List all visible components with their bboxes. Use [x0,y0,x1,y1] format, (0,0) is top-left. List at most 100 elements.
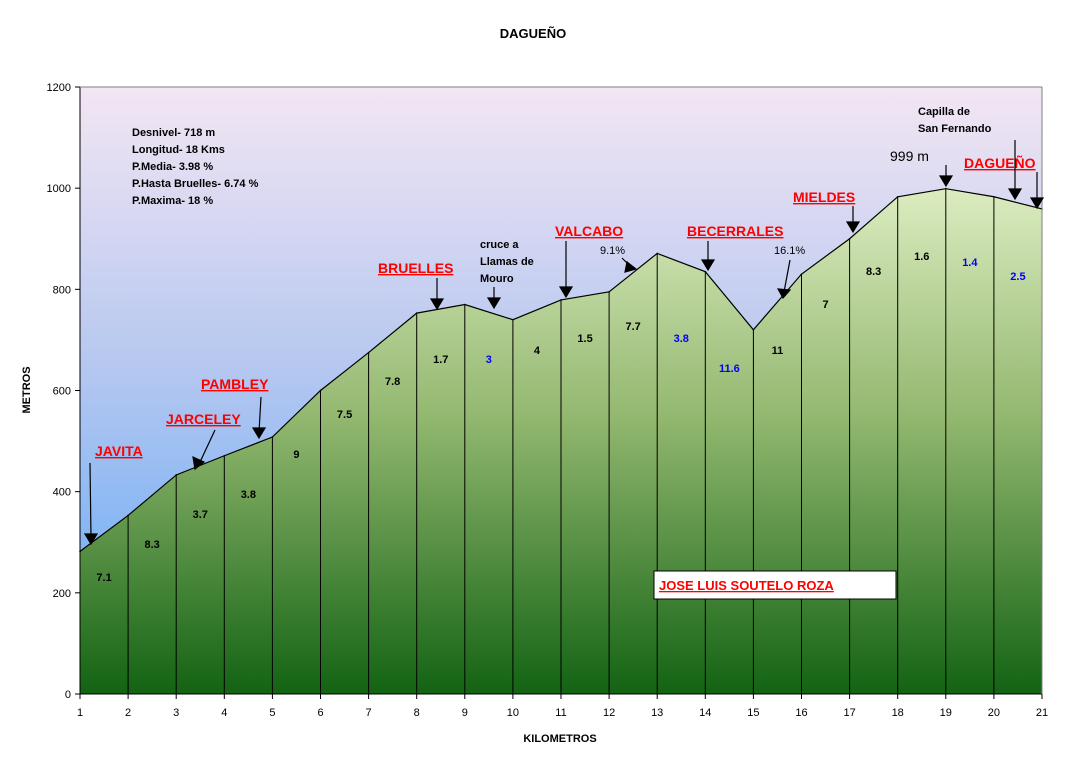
x-tick-label: 21 [1036,707,1048,719]
x-tick-label: 3 [173,707,179,719]
elevation-point [223,454,226,457]
y-tick-label: 1200 [47,82,71,94]
segment-grade-label: 1.4 [962,257,978,269]
note-capilla: Capilla de [918,106,970,118]
elevation-point [271,436,274,438]
x-tick-label: 6 [317,707,323,719]
place-label-dagueno: DAGUEÑO [964,154,1036,171]
elevation-point [848,237,851,240]
segment-grade-label: 8.3 [866,266,881,278]
segment-grade-label: 7.8 [385,376,400,388]
segment-grade-label: 7 [822,299,828,311]
segment-grade-label: 4 [534,345,541,357]
y-tick-label: 1000 [47,183,71,195]
route-info: Desnivel- 718 m Longitud- 18 Kms P.Media… [132,127,259,207]
y-tick-label: 800 [53,284,71,296]
elevation-point [993,195,995,198]
arrow [429,278,445,311]
elevation-point [512,318,514,321]
segment-grade-label: 3.8 [241,489,256,501]
author-box: JOSE LUIS SOUTELO ROZA [653,570,897,600]
note-capilla: San Fernando [918,123,992,135]
arrow [700,241,716,272]
segment-grade-label: 8.3 [145,539,160,551]
x-tick-label: 2 [125,707,131,719]
x-tick-label: 9 [462,707,468,719]
y-tick-label: 200 [53,588,71,600]
x-tick-label: 17 [843,707,855,719]
elevation-point [415,312,418,314]
segment-grade-label: 1.5 [577,333,592,345]
segment-grade-label: 1.6 [914,251,929,263]
place-label-valcabo: VALCABO [555,223,623,239]
elevation-point [704,270,707,273]
x-tick-label: 4 [221,707,227,719]
elevation-point [319,389,322,392]
elevation-point [175,474,177,476]
arrow [776,259,792,300]
place-label-becerrales: BECERRALES [687,223,783,239]
segment-grade-label: 3.8 [674,333,689,345]
elevation-point [464,303,466,306]
x-tick-label: 15 [747,707,759,719]
x-tick-label: 11 [555,707,566,719]
elevation-point [945,187,947,190]
y-tick-label: 400 [53,487,71,499]
info-line: Longitud- 18 Kms [132,144,225,156]
x-tick-label: 18 [892,707,904,719]
x-tick-label: 12 [603,707,615,719]
place-label-jarceley: JARCELEY [166,411,241,427]
x-tick-label: 5 [269,707,275,719]
y-axis-label: METROS [21,366,33,413]
arrow [192,429,216,471]
segment-grade-label: 7.7 [626,321,641,333]
place-label-pambley: PAMBLEY [201,376,269,392]
place-label-mieldes: MIELDES [793,189,855,205]
pct-label-becerrales: 16.1% [774,245,805,257]
arrow [486,287,502,310]
x-tick-label: 13 [651,707,663,719]
arrow [1029,172,1045,210]
info-line: P.Media- 3.98 % [132,161,213,173]
elevation-point [367,351,370,354]
author-box-frame [653,570,897,600]
segment-grade-label: 11.6 [719,363,740,375]
y-tick-label: 0 [65,689,71,701]
segment-grade-label: 11 [772,345,784,357]
place-label-bruelles: BRUELLES [378,260,453,276]
elevation-point [127,514,129,517]
elevation-point [800,273,803,275]
arrow [621,257,638,273]
note-cruce: Llamas de [480,256,534,268]
arrow [1007,140,1023,201]
x-tick-label: 8 [414,707,420,719]
x-tick-label: 1 [77,707,83,719]
segment-grade-label: 9 [293,449,299,461]
segment-grade-label: 2.5 [1010,271,1025,283]
arrow [845,206,861,234]
x-tick-label: 20 [988,707,1000,719]
elevation-point [656,252,658,255]
note-cruce: Mouro [480,273,514,285]
pct-label-valcabo: 9.1% [600,245,625,257]
info-line: P.Hasta Bruelles- 6.74 % [132,178,259,190]
elevation-point [752,329,755,331]
arrow [938,165,954,188]
segment-grade-label: 3.7 [193,509,208,521]
arrow [251,396,267,440]
y-tick-label: 600 [53,386,71,398]
elevation-point [560,299,562,301]
segment-grade-label: 3 [486,354,492,366]
note-cruce: cruce a [480,239,519,251]
elevation-point [896,195,899,198]
x-tick-label: 10 [507,707,519,719]
chart-title: DAGUEÑO [500,26,566,41]
arrow [83,462,99,546]
author-name: JOSE LUIS SOUTELO ROZA [659,578,834,593]
place-label-javita: JAVITA [95,443,143,459]
segment-grade-label: 1.7 [433,354,448,366]
segment-grade-label: 7.5 [337,409,352,421]
x-axis-label: KILOMETROS [523,733,596,745]
arrow [558,241,574,299]
